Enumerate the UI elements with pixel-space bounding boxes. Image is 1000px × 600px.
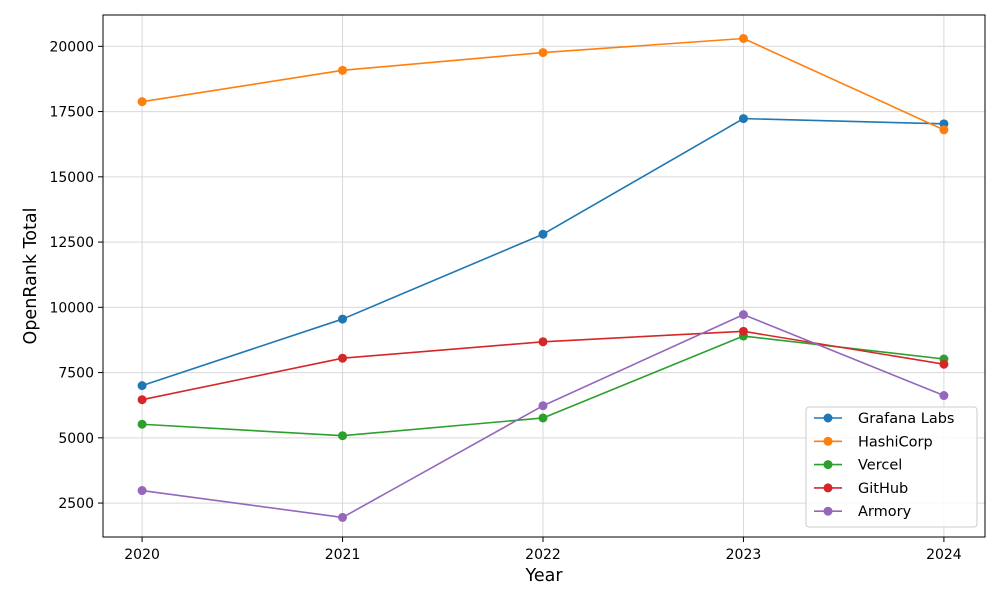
data-point: [738, 114, 748, 124]
x-tick-label: 2022: [525, 547, 561, 563]
x-tick-label: 2023: [726, 547, 762, 563]
data-point: [137, 486, 147, 496]
grid: [103, 15, 985, 537]
data-point: [939, 125, 949, 135]
series-layer: [137, 33, 949, 522]
x-tick-label: 2020: [124, 547, 160, 563]
legend-label: Armory: [858, 504, 912, 520]
series-hashicorp: [137, 33, 949, 135]
data-point: [939, 359, 949, 369]
legend-label: HashiCorp: [858, 434, 933, 450]
legend-item: Armory: [814, 504, 912, 520]
series-armory: [137, 310, 949, 522]
data-point: [538, 401, 548, 411]
data-point: [738, 33, 748, 43]
data-point: [738, 326, 748, 336]
legend-item: Vercel: [814, 458, 902, 474]
y-tick-label: 17500: [49, 105, 94, 121]
legend-item: GitHub: [814, 481, 908, 497]
y-tick-label: 5000: [58, 431, 94, 447]
data-point: [738, 310, 748, 320]
data-point: [338, 512, 348, 522]
y-tick-label: 2500: [58, 496, 94, 512]
legend-swatch-marker: [823, 436, 833, 446]
data-point: [137, 381, 147, 391]
data-point: [338, 431, 348, 441]
legend-swatch-marker: [823, 506, 833, 516]
legend-swatch-marker: [823, 413, 833, 423]
data-point: [538, 229, 548, 239]
legend-label: Grafana Labs: [858, 411, 954, 427]
y-tick-label: 12500: [49, 235, 94, 251]
legend-label: Vercel: [858, 458, 902, 474]
y-axis-title: OpenRank Total: [21, 208, 41, 345]
data-point: [338, 314, 348, 324]
plot-frame: [102, 14, 986, 538]
data-point: [137, 395, 147, 405]
legend-swatch-marker: [823, 460, 833, 470]
legend-item: HashiCorp: [814, 434, 933, 450]
axis-ticks: 2020 2021 2022 2023 2024 2500 5000 7500 10000 125…: [49, 39, 961, 563]
data-point: [338, 353, 348, 363]
y-tick-label: 7500: [58, 366, 94, 382]
y-tick-label: 20000: [49, 39, 94, 55]
data-point: [338, 65, 348, 75]
x-axis-title: Year: [524, 566, 563, 586]
x-tick-label: 2021: [325, 547, 361, 563]
legend-swatch-marker: [823, 483, 833, 493]
data-point: [538, 48, 548, 58]
legend-box: [805, 406, 978, 528]
y-tick-label: 10000: [49, 300, 94, 316]
data-point: [538, 413, 548, 423]
legend-label: GitHub: [858, 481, 908, 497]
legend: Grafana Labs HashiCorp Vercel GitHub Armory: [805, 406, 978, 528]
y-tick-label: 15000: [49, 170, 94, 186]
data-point: [137, 97, 147, 107]
data-point: [939, 391, 949, 401]
x-tick-label: 2024: [926, 547, 962, 563]
data-point: [137, 419, 147, 429]
data-point: [538, 337, 548, 347]
legend-item: Grafana Labs: [814, 411, 954, 427]
